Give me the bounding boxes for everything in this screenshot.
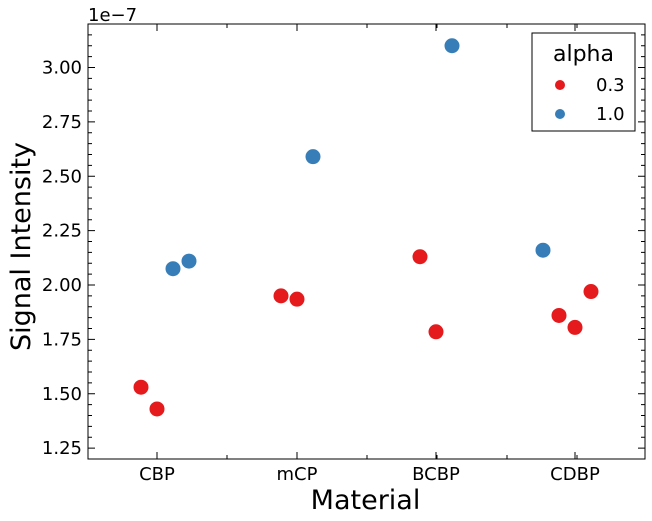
y-offset-label: 1e−7 <box>88 5 137 26</box>
y-tick-label: 2.50 <box>42 166 82 187</box>
data-point <box>551 307 567 323</box>
axis-ticks <box>88 23 645 460</box>
x-tick-label: mCP <box>277 464 318 485</box>
y-tick-label: 3.00 <box>42 58 82 79</box>
legend-items: 0.31.0 <box>555 75 625 125</box>
data-point <box>412 249 428 265</box>
legend-label: 0.3 <box>596 75 625 96</box>
legend-box <box>531 32 636 132</box>
data-point <box>133 379 149 395</box>
data-point <box>181 253 197 269</box>
data-point <box>444 38 460 54</box>
data-points <box>133 38 599 417</box>
data-point <box>289 291 305 307</box>
legend-marker <box>555 109 565 119</box>
legend: alpha 0.31.0 <box>531 32 636 132</box>
y-tick-label: 2.25 <box>42 221 82 242</box>
data-point <box>149 401 165 417</box>
data-point <box>567 319 583 335</box>
data-point <box>165 261 181 277</box>
data-point <box>428 324 444 340</box>
x-tick-label: CBP <box>139 464 175 485</box>
data-point <box>305 149 321 165</box>
y-tick-label: 2.00 <box>42 275 82 296</box>
legend-title: alpha <box>553 42 614 67</box>
y-tick-label: 2.75 <box>42 112 82 133</box>
legend-marker <box>555 80 565 90</box>
data-point <box>583 284 599 300</box>
x-tick-labels: CBP mCP BCBP CDBP <box>139 464 600 485</box>
x-tick-label: BCBP <box>412 464 460 485</box>
y-tick-label: 1.25 <box>42 438 82 459</box>
y-tick-label: 1.75 <box>42 329 82 350</box>
x-tick-label: CDBP <box>550 464 600 485</box>
y-tick-labels: 1.25 1.50 1.75 2.00 2.25 2.50 2.75 3.00 <box>42 58 82 460</box>
data-point <box>535 242 551 258</box>
y-axis-title: Signal Intensity <box>6 142 37 351</box>
data-point <box>273 288 289 304</box>
y-tick-label: 1.50 <box>42 384 82 405</box>
legend-label: 1.0 <box>596 104 625 125</box>
x-axis-title: Material <box>311 485 421 516</box>
